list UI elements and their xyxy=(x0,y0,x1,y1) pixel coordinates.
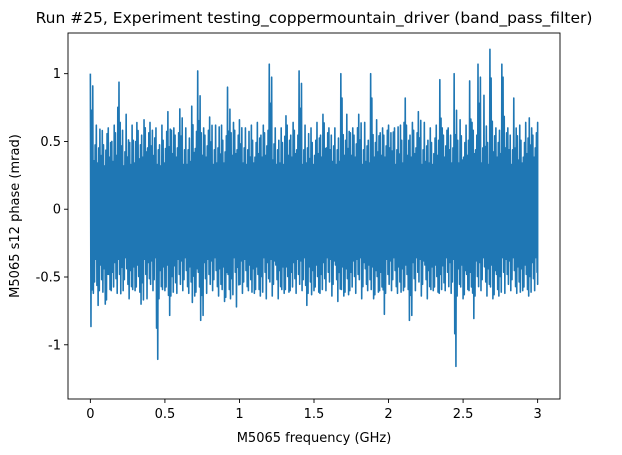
x-tick-label: 0.5 xyxy=(155,407,176,422)
x-tick-label: 1 xyxy=(235,407,243,422)
y-tick-label: -0.5 xyxy=(36,271,61,286)
series-line-0 xyxy=(89,48,539,368)
x-axis-title: M5065 frequency (GHz) xyxy=(237,431,392,446)
y-tick-label: -1 xyxy=(48,338,61,353)
y-tick-label: 0 xyxy=(53,203,61,218)
y-tick-label: 0.5 xyxy=(40,135,61,150)
x-tick-label: 2.5 xyxy=(453,407,474,422)
chart-title: Run #25, Experiment testing_coppermounta… xyxy=(36,9,593,28)
y-tick-label: 1 xyxy=(53,67,61,82)
x-tick-label: 3 xyxy=(533,407,541,422)
y-axis-title: M5065 s12 phase (mrad) xyxy=(8,134,23,298)
x-tick-label: 2 xyxy=(384,407,392,422)
x-axis: 0 0.5 1 1.5 2 2.5 3 xyxy=(86,399,542,422)
x-tick-label: 0 xyxy=(86,407,94,422)
x-tick-label: 1.5 xyxy=(304,407,325,422)
plot-area xyxy=(89,48,539,368)
y-axis: 1 0.5 0 -0.5 -1 xyxy=(36,67,68,353)
